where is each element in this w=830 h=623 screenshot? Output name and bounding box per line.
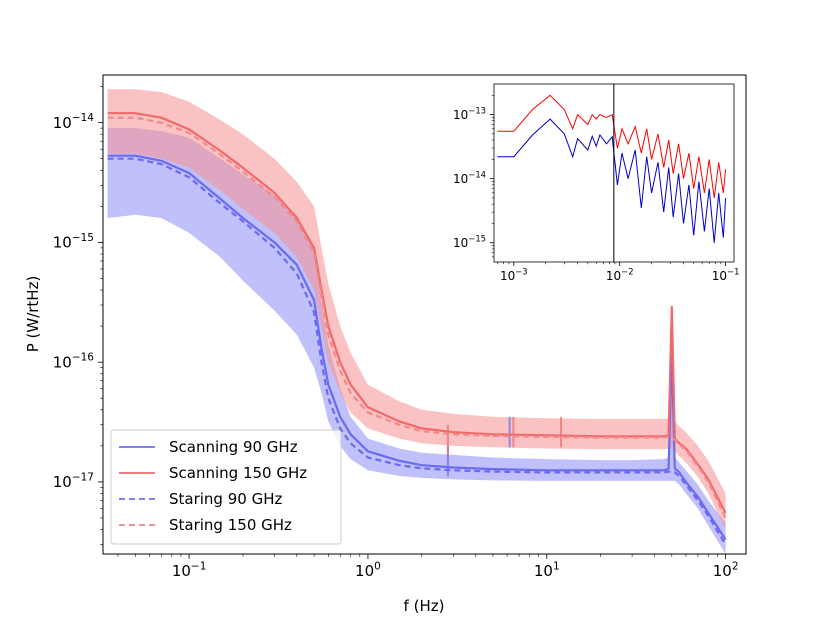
y-tick-label: 10−14 [453, 169, 486, 185]
y-tick-label: 10−17 [53, 471, 94, 491]
y-tick-label: 10−15 [53, 232, 94, 252]
main-plot-frame [102, 74, 747, 555]
main-plot: 10−1 100 101 102 10−17 10−16 10−15 10−14 f (Hz… [24, 74, 747, 615]
inset-series-line-2 [497, 118, 727, 243]
legend-label-staring-90: Staring 90 GHz [169, 490, 282, 508]
x-tick-label: 10−2 [606, 267, 634, 283]
band-scanning-90-ghz [107, 128, 726, 554]
x-tick-label: 101 [534, 560, 560, 580]
series-line-staring-90-ghz [107, 157, 727, 546]
series-line-staring-150-ghz [107, 116, 727, 519]
x-tick-label: 100 [355, 560, 381, 580]
x-axis-label: f (Hz) [404, 597, 445, 615]
legend: Scanning 90 GHz Scanning 150 GHz Staring… [110, 429, 342, 545]
y-tick-label: 10−13 [453, 105, 486, 121]
series-line-scanning-90-ghz [107, 154, 727, 541]
y-tick-label: 10−16 [53, 352, 95, 372]
inset-plot-frame [493, 83, 735, 263]
x-tick-label: 10−3 [500, 267, 528, 283]
inset-series-line-1 [497, 94, 727, 198]
y-tick-label: 10−14 [53, 112, 95, 132]
inset-plot: 10−3 10−2 10−1 10−15 10−14 10−13 [453, 83, 740, 283]
y-axis-label: P (W/rtHz) [24, 276, 42, 353]
legend-label-staring-150: Staring 150 GHz [169, 516, 292, 534]
legend-label-scanning-90: Scanning 90 GHz [169, 438, 298, 456]
y-tick-label: 10−15 [453, 234, 486, 250]
legend-label-scanning-150: Scanning 150 GHz [169, 464, 307, 482]
band-scanning-150-ghz [107, 89, 726, 530]
x-tick-label: 10−1 [712, 267, 740, 283]
legend-box [110, 429, 342, 545]
x-tick-label: 10−1 [172, 560, 207, 580]
x-tick-label: 102 [713, 560, 739, 580]
